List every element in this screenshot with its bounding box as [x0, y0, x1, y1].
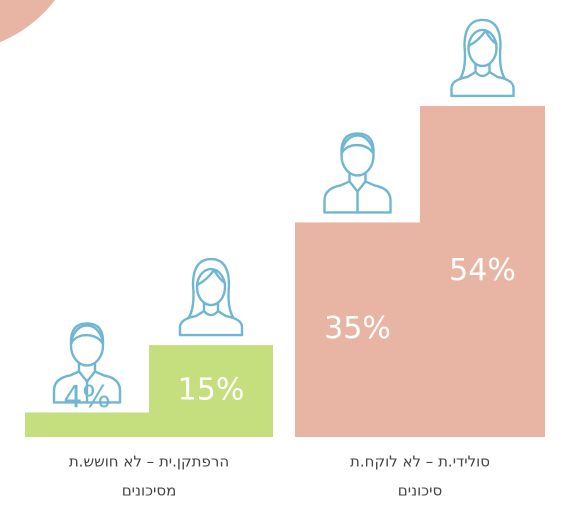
icon-stroke: [202, 309, 220, 317]
male-icon: [52, 322, 122, 404]
bar: [149, 345, 273, 437]
male-icon: [323, 132, 392, 214]
icon-stroke: [216, 301, 244, 337]
value-label: 54%: [449, 253, 516, 288]
category-label: סיכונים: [398, 482, 442, 500]
icon-face: [340, 134, 375, 177]
icon-face: [467, 28, 498, 68]
icon-stroke: [323, 172, 351, 214]
bar: [295, 222, 420, 437]
female-icon: [450, 18, 515, 98]
icon-stroke: [450, 62, 477, 98]
category-label: הרפתקן.ית – לא חושש.ת: [69, 453, 229, 471]
icon-face: [69, 324, 105, 367]
icon-stroke: [178, 301, 206, 337]
category-label: מסיכונים: [122, 482, 177, 500]
icon-stroke: [52, 362, 81, 404]
value-label: 35%: [324, 311, 391, 346]
icon-stroke: [195, 268, 227, 287]
icon-stroke: [459, 18, 506, 80]
icon-stroke: [364, 172, 392, 214]
icon-stroke: [467, 29, 498, 48]
icon-stroke: [187, 257, 235, 319]
category-label: סולידי.ת – לא לוקח.ת: [350, 453, 490, 471]
decor-circle: [0, 0, 55, 43]
value-label: 15%: [178, 373, 245, 408]
female-icon: [178, 257, 244, 337]
icon-stroke: [93, 362, 122, 404]
bar: [25, 412, 149, 437]
icon-stroke: [348, 180, 367, 193]
icon-stroke: [488, 62, 515, 98]
icon-face: [195, 267, 227, 307]
icon-stroke: [474, 70, 491, 78]
bar: [420, 105, 545, 437]
